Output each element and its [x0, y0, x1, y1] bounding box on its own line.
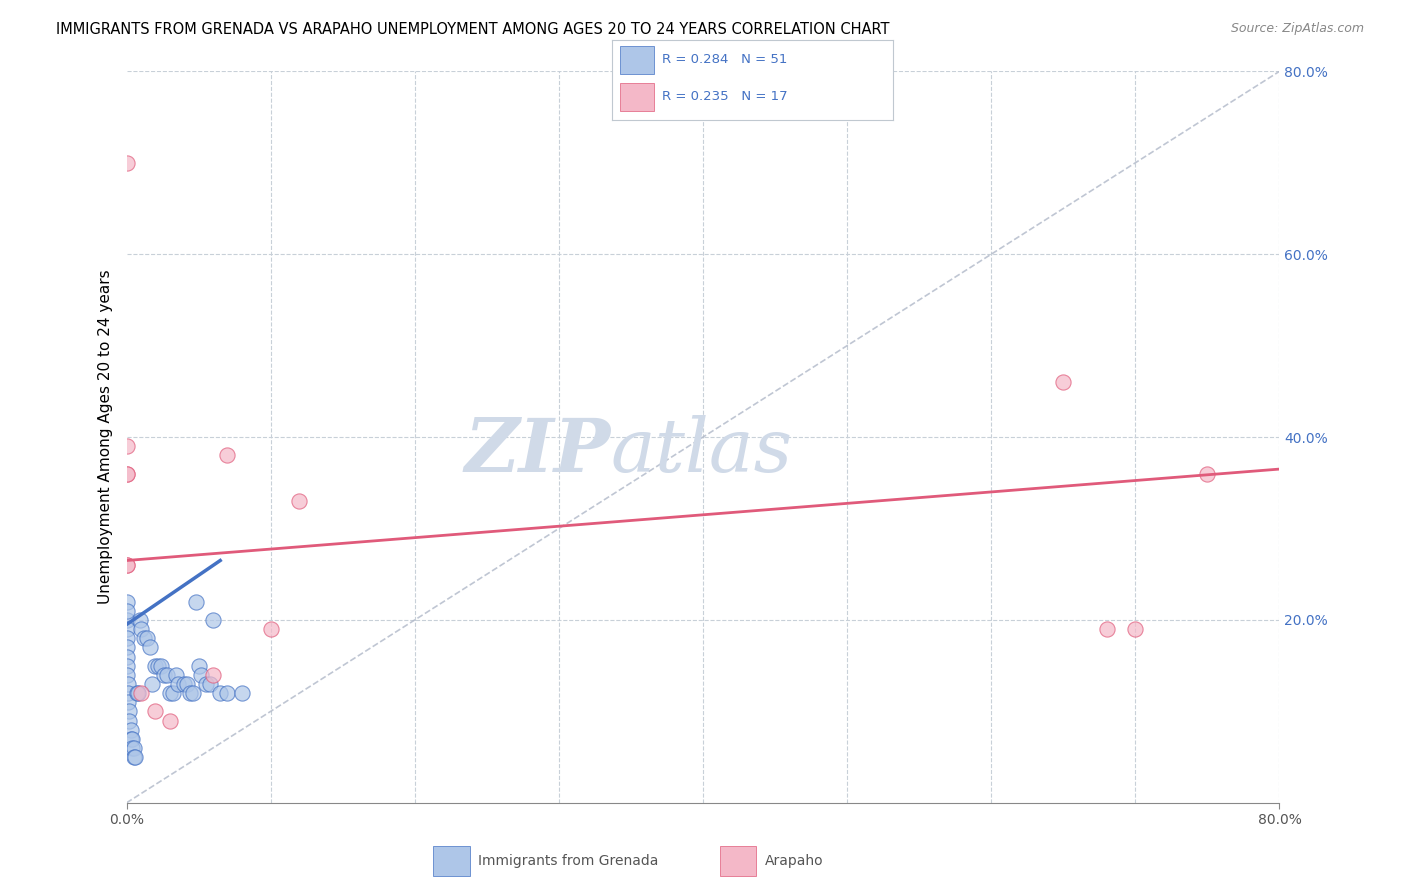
Point — [115, 156, 138, 170]
Point — [115, 667, 138, 681]
Point — [181, 686, 204, 700]
Point — [115, 439, 138, 453]
Bar — [620, 45, 654, 74]
Bar — [620, 83, 654, 111]
Point — [145, 705, 166, 719]
Point — [162, 686, 184, 700]
Point — [115, 658, 138, 673]
Text: ZIP: ZIP — [464, 416, 610, 488]
Bar — [720, 847, 756, 876]
Point — [122, 750, 145, 764]
Text: R = 0.284   N = 51: R = 0.284 N = 51 — [662, 54, 787, 66]
Y-axis label: Unemployment Among Ages 20 to 24 years: Unemployment Among Ages 20 to 24 years — [97, 269, 112, 605]
Point — [115, 558, 138, 573]
Point — [115, 622, 138, 636]
Point — [115, 558, 138, 573]
Point — [187, 658, 209, 673]
Point — [194, 677, 217, 691]
Point — [129, 686, 152, 700]
Point — [165, 667, 187, 681]
Point — [127, 686, 149, 700]
Point — [1095, 622, 1118, 636]
Text: R = 0.235   N = 17: R = 0.235 N = 17 — [662, 90, 787, 103]
Point — [125, 686, 148, 700]
Point — [115, 604, 138, 618]
Point — [167, 677, 190, 691]
Point — [115, 613, 138, 627]
Point — [217, 449, 239, 463]
Point — [176, 677, 198, 691]
Point — [209, 686, 232, 700]
Point — [135, 632, 157, 646]
Point — [115, 649, 138, 664]
Point — [120, 723, 142, 737]
Point — [118, 714, 141, 728]
Text: Arapaho: Arapaho — [765, 854, 824, 868]
Point — [121, 731, 143, 746]
Point — [115, 632, 138, 646]
Point — [115, 640, 138, 655]
Point — [156, 667, 179, 681]
Point — [159, 686, 181, 700]
Point — [179, 686, 201, 700]
Point — [145, 658, 166, 673]
Point — [1052, 376, 1074, 390]
Point — [121, 740, 143, 755]
Point — [148, 658, 170, 673]
Point — [190, 667, 212, 681]
Point — [150, 658, 173, 673]
Point — [153, 667, 176, 681]
Text: Immigrants from Grenada: Immigrants from Grenada — [478, 854, 658, 868]
Point — [217, 686, 239, 700]
Point — [1123, 622, 1146, 636]
Point — [288, 494, 311, 508]
Point — [115, 467, 138, 481]
Point — [184, 594, 207, 608]
Point — [124, 750, 146, 764]
Point — [202, 667, 225, 681]
Text: Source: ZipAtlas.com: Source: ZipAtlas.com — [1230, 22, 1364, 36]
Point — [141, 677, 163, 691]
Point — [122, 740, 145, 755]
Point — [120, 731, 142, 746]
Point — [118, 705, 141, 719]
Point — [259, 622, 281, 636]
Point — [159, 714, 181, 728]
Point — [231, 686, 253, 700]
Text: IMMIGRANTS FROM GRENADA VS ARAPAHO UNEMPLOYMENT AMONG AGES 20 TO 24 YEARS CORREL: IMMIGRANTS FROM GRENADA VS ARAPAHO UNEMP… — [56, 22, 890, 37]
Point — [115, 594, 138, 608]
Point — [198, 677, 221, 691]
Point — [117, 677, 139, 691]
Point — [117, 695, 139, 709]
Point — [202, 613, 225, 627]
Point — [117, 686, 139, 700]
Point — [129, 622, 152, 636]
Point — [173, 677, 195, 691]
Text: atlas: atlas — [610, 416, 793, 488]
Point — [138, 640, 160, 655]
Point — [128, 613, 150, 627]
Point — [132, 632, 155, 646]
Bar — [433, 847, 470, 876]
Point — [1197, 467, 1219, 481]
Point — [115, 467, 138, 481]
